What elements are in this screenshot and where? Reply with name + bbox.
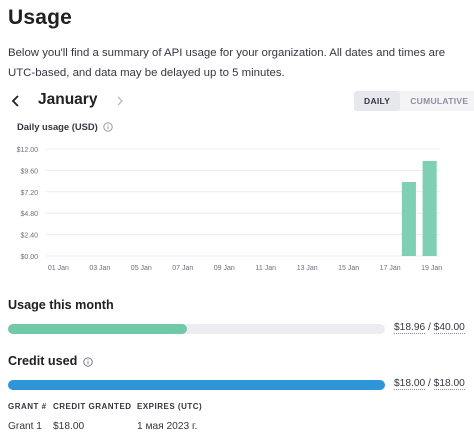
usage-month-title: Usage this month [8, 298, 114, 312]
toggle-cumulative[interactable]: CUMULATIVE [410, 96, 469, 106]
info-icon[interactable] [83, 356, 93, 367]
col-expires: EXPIRES (UTC) [137, 402, 203, 411]
chevron-left-icon[interactable] [8, 90, 24, 112]
grant-number: Grant 1 [8, 421, 42, 432]
y-tick-label: $12.00 [17, 147, 39, 154]
grants-table-header: GRANT # CREDIT GRANTED EXPIRES (UTC) [8, 402, 257, 411]
x-tick-label: 11 Jan [255, 265, 276, 272]
chart-title-text: Daily usage (USD) [17, 121, 98, 132]
month-navigator: January [8, 90, 468, 112]
x-tick-label: 15 Jan [338, 265, 359, 272]
chart-title: Daily usage (USD) [17, 121, 113, 132]
usage-sep: / [425, 322, 434, 333]
view-toggle: DAILY CUMULATIVE [354, 91, 474, 111]
credit-used-title-text: Credit used [8, 354, 78, 368]
x-tick-label: 03 Jan [89, 265, 110, 272]
x-tick-label: 05 Jan [131, 265, 152, 272]
usage-progress-track [8, 324, 385, 334]
page-intro: Below you'll find a summary of API usage… [8, 47, 446, 79]
credit-used: $18.00 [394, 378, 426, 390]
usage-progress-fill [8, 324, 187, 334]
x-tick-label: 13 Jan [297, 265, 318, 272]
grant-amount: $18.00 [53, 421, 85, 432]
credit-total: $18.00 [433, 378, 465, 390]
month-label: January [38, 91, 98, 108]
y-tick-label: $7.20 [20, 190, 38, 197]
y-tick-label: $9.60 [20, 168, 38, 175]
credit-sep: / [425, 378, 434, 389]
usage-amount: $18.96 / $40.00 [394, 322, 465, 334]
y-tick-label: $2.40 [20, 233, 38, 240]
chevron-right-icon[interactable] [112, 90, 128, 112]
x-tick-label: 07 Jan [172, 265, 193, 272]
credit-used-title: Credit used [8, 354, 93, 368]
chart-bar[interactable] [422, 160, 437, 256]
credit-progress-fill [8, 380, 385, 390]
daily-usage-chart: $0.00 $2.40 $4.80 $7.20 $9.60 $12.00 01 Jan 03 … [17, 147, 443, 272]
x-tick-label: 09 Jan [214, 265, 235, 272]
table-row: Grant 1 $18.00 1 мая 2023 г. [8, 421, 257, 432]
x-tick-label: 01 Jan [48, 265, 69, 272]
page-title: Usage [8, 6, 73, 29]
y-tick-label: $0.00 [20, 254, 38, 261]
y-tick-label: $4.80 [20, 211, 38, 218]
chart-bar[interactable] [401, 181, 416, 256]
x-tick-label: 19 Jan [421, 265, 442, 272]
credit-progress-track [8, 380, 385, 390]
toggle-daily[interactable]: DAILY [354, 91, 401, 111]
usage-limit: $40.00 [433, 322, 465, 334]
col-credit-granted: CREDIT GRANTED [53, 402, 132, 411]
col-grant: GRANT # [8, 402, 47, 411]
usage-used: $18.96 [394, 322, 426, 334]
grant-expires: 1 мая 2023 г. [137, 421, 198, 432]
info-icon[interactable] [103, 121, 113, 132]
x-tick-label: 17 Jan [380, 265, 401, 272]
credit-amount: $18.00 / $18.00 [394, 378, 465, 390]
